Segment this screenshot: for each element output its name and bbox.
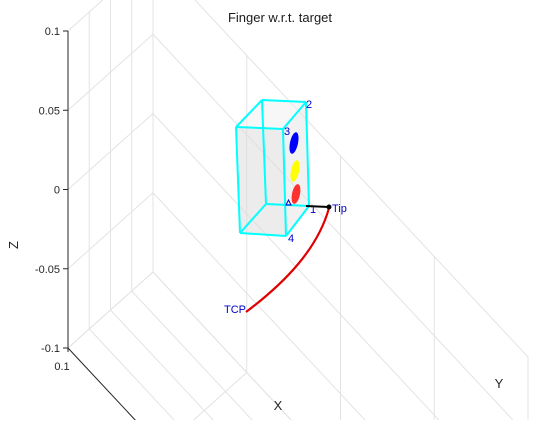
grid-line-back-z [152, 271, 297, 425]
x-tick-label: 0.1 [54, 361, 69, 373]
target-box-edge [285, 205, 310, 237]
target-box-edge [235, 99, 263, 128]
box-corner-label: 4 [288, 233, 294, 245]
grid-line-side-z [67, 192, 154, 270]
floor-pane [68, 272, 296, 425]
plot-contents: 1 2 3 4 TCP Tip [224, 99, 347, 316]
grid-lines [67, 0, 529, 425]
triangle-marker [285, 198, 292, 206]
z-tick-label: 0.05 [39, 105, 60, 117]
blob-blue [289, 132, 299, 154]
trajectory-line [245, 207, 331, 313]
grid-line-side-z [67, 271, 154, 349]
grid-line-side-z [67, 113, 154, 190]
blob-yellow [290, 160, 300, 182]
box-face-front [236, 127, 286, 236]
box-corner-label: 1 [310, 204, 316, 216]
z-tick-label: -0.1 [41, 343, 60, 355]
x-axis-label: X [274, 398, 283, 413]
grid-line-floor-y [110, 309, 219, 425]
grid-line-floor-y [88, 328, 180, 425]
chart-title: Finger w.r.t. target [228, 10, 332, 25]
grid-line-back-z [152, 33, 519, 425]
y-axis-label: Y [495, 376, 504, 391]
target-box-edge [305, 101, 310, 207]
grid-line-side-z [67, 0, 104, 32]
target-box-edge [239, 203, 267, 234]
target-box-edge [261, 99, 307, 103]
x-axis-line [67, 347, 141, 425]
target-box-edge [235, 126, 284, 130]
grid-line-back-z [152, 113, 445, 425]
box-corner-label: 3 [284, 126, 290, 138]
z-tick-label: -0.05 [35, 264, 60, 276]
grid-line-back-z [152, 192, 371, 425]
grid-line-floor-y [131, 290, 258, 425]
blob-red [291, 184, 301, 204]
z-tick-label: 0 [54, 185, 60, 197]
grid-line-back-z [194, 0, 529, 358]
target-box-edge [235, 126, 241, 234]
start-label: TCP [224, 304, 246, 316]
tip-point [326, 204, 332, 210]
target-box-edge [261, 99, 267, 205]
axis-lines [63, 30, 141, 425]
z-tick-label: 0.1 [45, 26, 60, 38]
target-box-edge [239, 232, 287, 237]
tick-labels: 0.10.050-0.05-0.1-0.100.10.10.050-0.05-0… [35, 26, 70, 373]
box-corner-label: 2 [306, 99, 312, 111]
target-box-edge [282, 128, 287, 237]
tip-segment [305, 205, 330, 208]
grid-line-side-z [67, 33, 154, 111]
end-label: Tip [332, 203, 347, 215]
z-axis-label: Z [6, 241, 21, 249]
target-box-edge [282, 101, 307, 130]
